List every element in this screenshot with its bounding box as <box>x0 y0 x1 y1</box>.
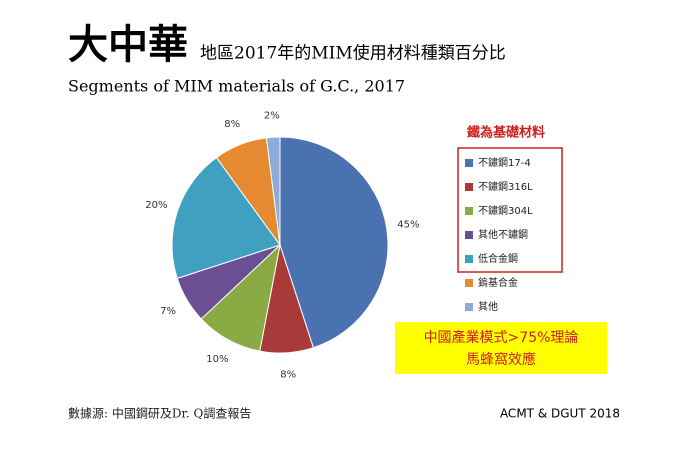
legend-swatch <box>465 183 473 191</box>
legend-label: 鎢基合金 <box>478 276 518 289</box>
subtitle: Segments of MIM materials of G.C., 2017 <box>68 77 405 96</box>
credit: ACMT & DGUT 2018 <box>500 407 620 421</box>
legend-heading: 鐵為基礎材料 <box>467 125 545 141</box>
data-label: 45% <box>397 220 419 231</box>
legend-label: 不鏽鋼304L <box>478 204 533 217</box>
legend-swatch <box>465 279 473 287</box>
data-label: 7% <box>160 306 176 317</box>
annotation-box <box>395 322 607 374</box>
data-label: 2% <box>264 110 280 121</box>
title: 大中華 <box>68 21 188 68</box>
pie-slice <box>279 136 389 349</box>
legend-group-box <box>457 147 563 273</box>
legend-label: 其他不鏽鋼 <box>478 228 528 241</box>
data-label: 8% <box>280 370 296 381</box>
legend-swatch <box>465 207 473 215</box>
legend-swatch <box>465 231 473 239</box>
legend-label: 其他 <box>478 300 498 313</box>
legend-swatch <box>465 303 473 311</box>
legend-swatch <box>465 159 473 167</box>
title-detail: 地區2017年的MIM使用材料種類百分比 <box>200 43 506 64</box>
legend-label: 低合金鋼 <box>478 252 518 265</box>
data-label: 10% <box>206 354 228 365</box>
pie-slice <box>265 136 281 246</box>
legend-swatch <box>465 255 473 263</box>
data-label: 20% <box>145 200 167 211</box>
source: 數據源: 中國鋼研及Dr. Q調查報告 <box>68 406 251 421</box>
annotation: 中國產業模式>75%理論 <box>424 329 579 346</box>
data-label: 8% <box>224 119 240 130</box>
annotation: 馬蜂窩效應 <box>466 351 536 368</box>
pie-slice <box>171 156 281 280</box>
legend-label: 不鏽鋼17-4 <box>478 156 531 169</box>
legend-label: 不鏽鋼316L <box>478 180 533 193</box>
